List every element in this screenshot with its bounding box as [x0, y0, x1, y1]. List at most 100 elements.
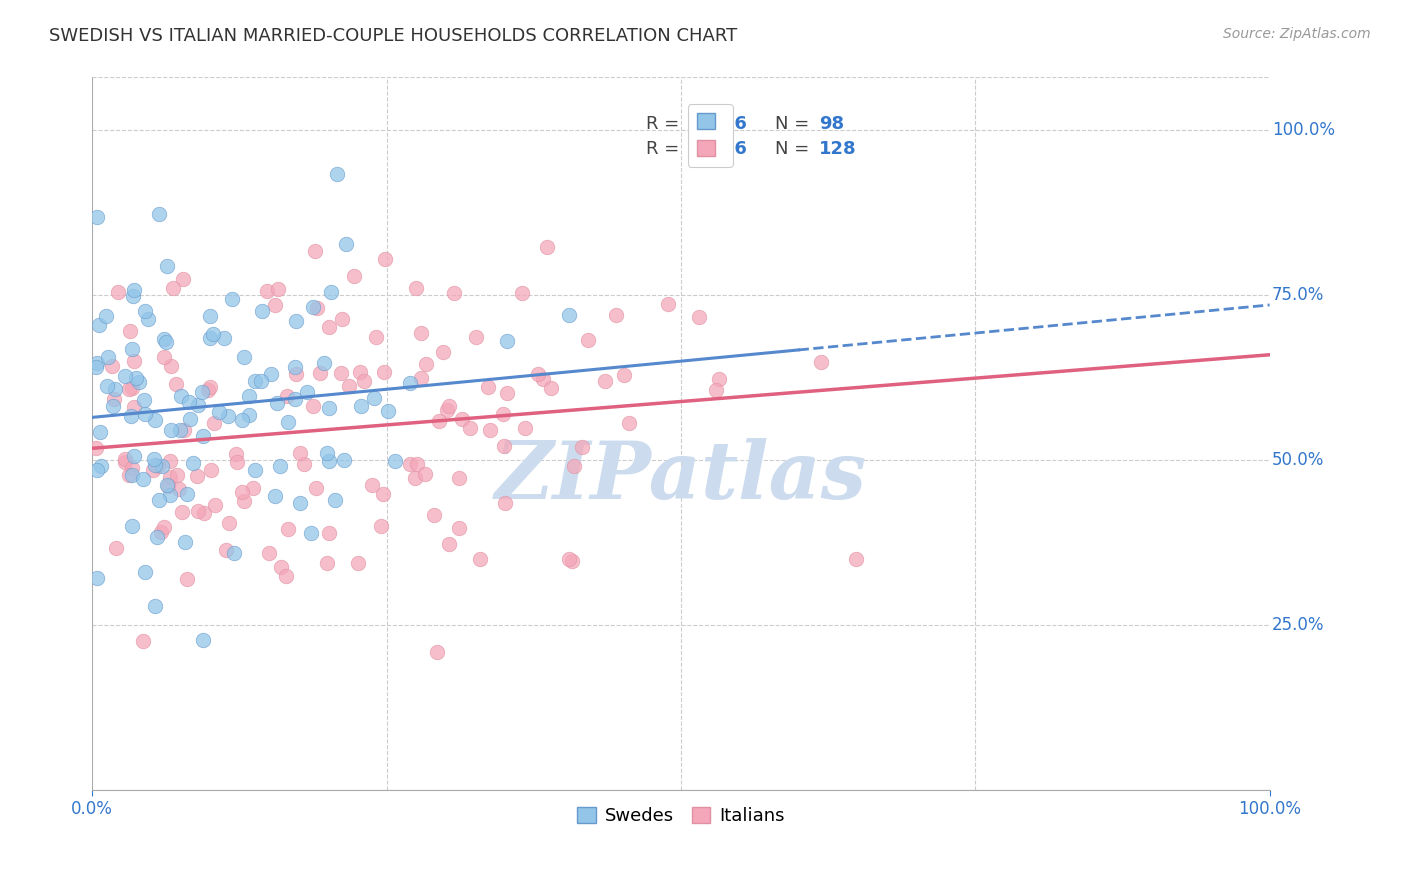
- Point: [146, 458, 169, 473]
- Point: [436, 403, 458, 417]
- Point: [170, 506, 193, 520]
- Point: [173, 423, 195, 437]
- Point: [159, 469, 181, 483]
- Point: [118, 382, 141, 396]
- Point: [162, 281, 184, 295]
- Point: [97, 350, 120, 364]
- Point: [217, 409, 239, 423]
- Point: [225, 455, 247, 469]
- Point: [159, 454, 181, 468]
- Text: R =: R =: [645, 140, 685, 158]
- Point: [160, 423, 183, 437]
- Point: [374, 252, 396, 267]
- Point: [318, 320, 340, 334]
- Point: [295, 385, 318, 400]
- Point: [495, 385, 517, 400]
- Point: [464, 330, 486, 344]
- Point: [363, 391, 385, 405]
- Point: [264, 489, 287, 503]
- Point: [536, 239, 558, 253]
- Point: [312, 355, 335, 369]
- Point: [299, 525, 322, 540]
- Point: [707, 372, 730, 386]
- Point: [284, 359, 307, 374]
- Point: [377, 404, 399, 418]
- Point: [187, 398, 209, 412]
- Point: [443, 286, 465, 301]
- Point: [149, 525, 172, 540]
- Point: [494, 496, 516, 510]
- Text: SWEDISH VS ITALIAN MARRIED-COUPLE HOUSEHOLDS CORRELATION CHART: SWEDISH VS ITALIAN MARRIED-COUPLE HOUSEH…: [49, 27, 738, 45]
- Point: [422, 508, 444, 523]
- Point: [166, 468, 188, 483]
- Point: [347, 556, 370, 570]
- Point: [128, 375, 150, 389]
- Point: [277, 415, 299, 429]
- Point: [142, 463, 165, 477]
- Point: [405, 281, 427, 295]
- Point: [561, 554, 583, 568]
- Point: [257, 546, 280, 560]
- Point: [470, 551, 492, 566]
- Point: [159, 359, 181, 374]
- Point: [260, 367, 283, 381]
- Point: [845, 552, 868, 566]
- Point: [266, 396, 288, 410]
- Point: [426, 645, 449, 659]
- Point: [316, 556, 339, 570]
- Point: [114, 451, 136, 466]
- Text: 128: 128: [818, 140, 856, 158]
- Point: [198, 309, 221, 323]
- Point: [231, 485, 253, 500]
- Point: [292, 457, 315, 471]
- Point: [156, 478, 179, 492]
- Point: [121, 381, 143, 395]
- Point: [225, 447, 247, 461]
- Legend: Swedes, Italians: Swedes, Italians: [568, 798, 793, 834]
- Point: [384, 454, 406, 468]
- Point: [301, 399, 323, 413]
- Point: [256, 284, 278, 298]
- Point: [540, 381, 562, 395]
- Point: [277, 522, 299, 536]
- Text: N =: N =: [775, 140, 815, 158]
- Point: [460, 421, 482, 435]
- Point: [159, 488, 181, 502]
- Point: [515, 421, 537, 435]
- Point: [204, 498, 226, 512]
- Point: [221, 292, 243, 306]
- Point: [593, 375, 616, 389]
- Point: [688, 310, 710, 324]
- Point: [197, 383, 219, 397]
- Point: [274, 569, 297, 583]
- Point: [447, 471, 470, 485]
- Point: [557, 552, 579, 566]
- Point: [349, 365, 371, 379]
- Point: [562, 458, 585, 473]
- Point: [492, 407, 515, 421]
- Point: [104, 541, 127, 555]
- Point: [114, 455, 136, 469]
- Point: [238, 408, 260, 422]
- Point: [218, 516, 240, 531]
- Point: [405, 457, 427, 471]
- Point: [143, 458, 166, 472]
- Point: [103, 392, 125, 406]
- Point: [118, 468, 141, 483]
- Point: [343, 269, 366, 284]
- Point: [169, 482, 191, 496]
- Point: [121, 460, 143, 475]
- Point: [495, 334, 517, 348]
- Point: [326, 167, 349, 181]
- Point: [285, 314, 308, 328]
- Text: N =: N =: [775, 115, 815, 133]
- Point: [131, 634, 153, 648]
- Point: [318, 526, 340, 541]
- Text: 75.0%: 75.0%: [1272, 286, 1324, 304]
- Point: [215, 542, 238, 557]
- Point: [243, 463, 266, 477]
- Point: [232, 494, 254, 508]
- Point: [270, 560, 292, 574]
- Point: [176, 572, 198, 586]
- Point: [276, 388, 298, 402]
